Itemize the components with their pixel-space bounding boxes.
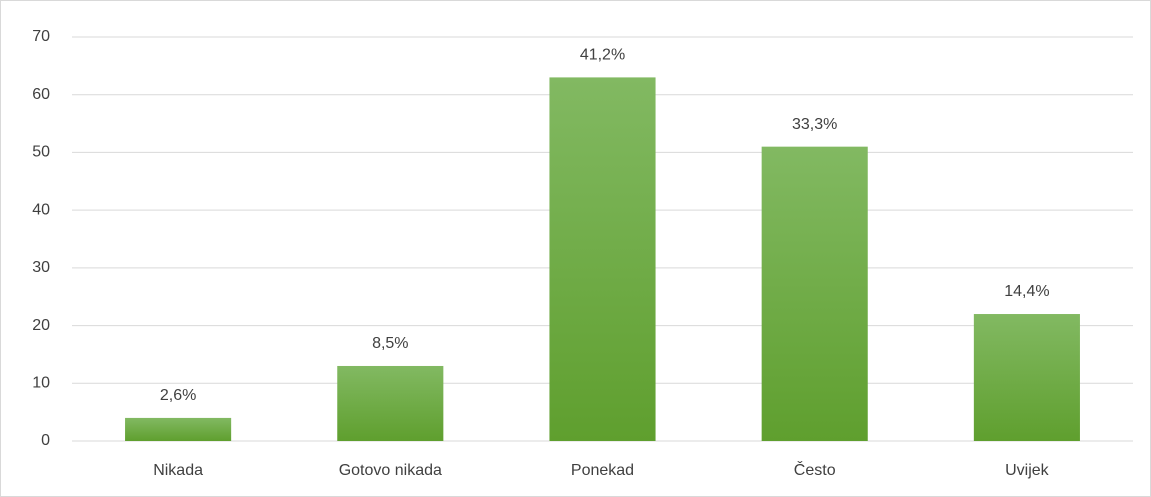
y-tick-label: 50	[32, 144, 50, 161]
y-tick-label: 10	[32, 375, 50, 392]
bar	[125, 417, 232, 441]
y-tick-label: 20	[32, 317, 50, 334]
x-tick-label: Uvijek	[1005, 462, 1050, 479]
y-tick-label: 60	[32, 86, 50, 103]
bar	[549, 77, 656, 442]
data-label: 2,6%	[160, 387, 196, 404]
y-tick-label: 0	[41, 432, 50, 449]
bar	[973, 314, 1080, 441]
x-tick-label: Ponekad	[571, 462, 634, 479]
x-tick-label: Gotovo nikada	[339, 462, 442, 479]
bar	[761, 146, 868, 441]
data-label: 41,2%	[580, 47, 625, 64]
y-tick-label: 40	[32, 201, 50, 218]
data-label: 14,4%	[1004, 283, 1049, 300]
bar	[337, 365, 444, 441]
data-label: 33,3%	[792, 116, 837, 133]
x-tick-label: Često	[794, 460, 836, 479]
y-tick-label: 30	[32, 259, 50, 276]
y-tick-label: 70	[32, 28, 50, 45]
data-label: 8,5%	[372, 335, 408, 352]
x-tick-label: Nikada	[153, 462, 203, 479]
